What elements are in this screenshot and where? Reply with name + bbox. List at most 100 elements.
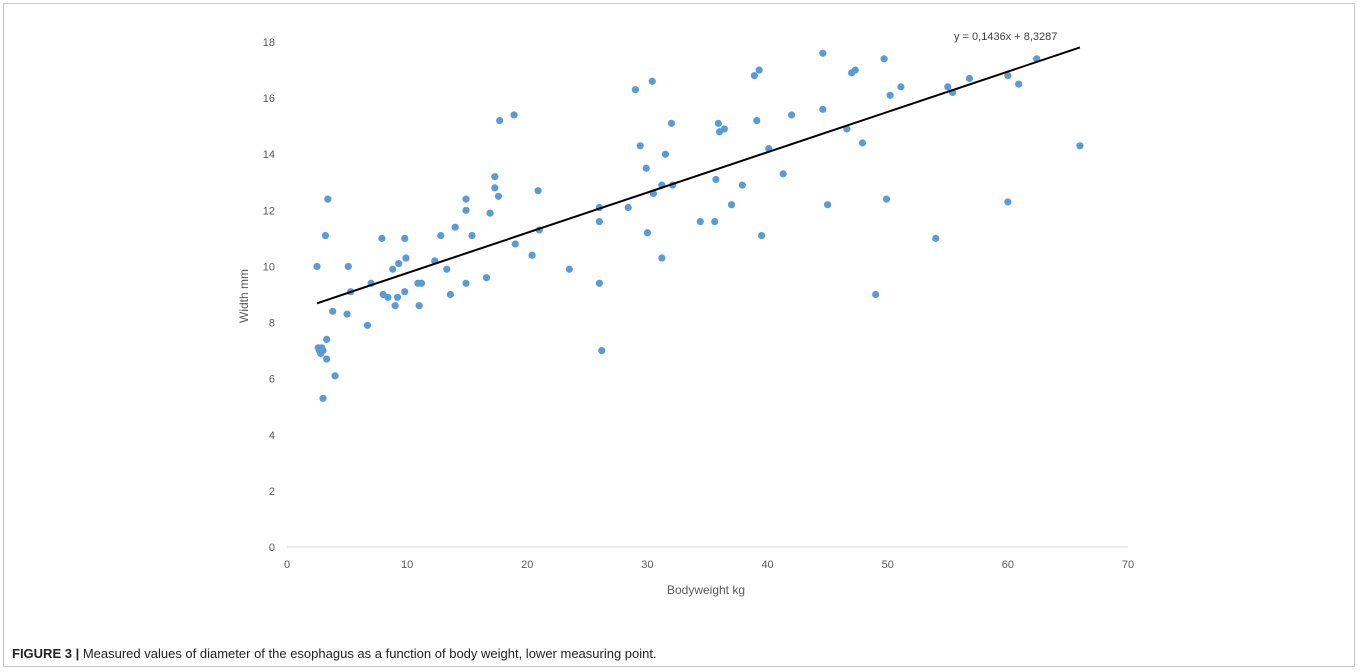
data-point [881,55,888,62]
data-point [322,232,329,239]
y-tick-label: 6 [269,374,275,386]
data-point [384,294,391,301]
data-point [364,322,371,329]
data-point [637,142,644,149]
y-tick-label: 14 [263,149,275,161]
x-tick-label: 10 [401,559,413,571]
data-point [596,280,603,287]
data-point [462,196,469,203]
data-point [887,92,894,99]
data-point [819,106,826,113]
y-tick-label: 8 [269,318,275,330]
x-tick-label: 50 [882,559,894,571]
x-tick-label: 0 [284,559,290,571]
data-point [758,232,765,239]
data-point [897,83,904,90]
data-point [401,288,408,295]
data-point [643,165,650,172]
data-point [721,125,728,132]
data-point [416,302,423,309]
data-point [447,291,454,298]
y-tick-label: 2 [269,486,275,498]
data-point [728,201,735,208]
data-point [528,252,535,259]
data-point [462,207,469,214]
data-point [1004,198,1011,205]
x-tick-label: 20 [521,559,533,571]
x-tick-label: 30 [641,559,653,571]
figure-caption: FIGURE 3 | Measured values of diameter o… [12,646,657,661]
data-point [872,291,879,298]
y-tick-label: 18 [263,37,275,49]
y-axis-title: Width mm [237,269,251,323]
data-point [711,218,718,225]
x-axis-tick-labels: 0 10 20 30 40 50 60 70 [284,559,1134,571]
data-point [495,193,502,200]
data-point [644,229,651,236]
data-point [452,224,459,231]
data-point [462,280,469,287]
y-tick-label: 12 [263,205,275,217]
x-axis-title: Bodyweight kg [667,583,745,597]
y-tick-label: 10 [263,261,275,273]
data-point [632,86,639,93]
data-points [313,50,1083,402]
data-point [323,336,330,343]
data-point [739,181,746,188]
data-point [598,347,605,354]
data-point [1076,142,1083,149]
data-point [443,266,450,273]
data-point [658,254,665,261]
data-point [331,372,338,379]
data-point [715,120,722,127]
data-point [394,294,401,301]
data-point [819,50,826,57]
y-tick-label: 0 [269,542,275,554]
data-point [329,308,336,315]
x-tick-label: 60 [1002,559,1014,571]
data-point [753,117,760,124]
data-point [566,266,573,273]
data-point [883,196,890,203]
data-point [756,66,763,73]
data-point [932,235,939,242]
y-tick-label: 16 [263,93,275,105]
data-point [395,260,402,267]
data-point [944,83,951,90]
data-point [437,232,444,239]
data-point [491,184,498,191]
data-point [788,111,795,118]
data-point [319,347,326,354]
data-point [859,139,866,146]
data-point [625,204,632,211]
figure-caption-text: Measured values of diameter of the esoph… [79,646,656,661]
data-point [486,210,493,217]
data-point [712,176,719,183]
data-point [401,235,408,242]
data-point [324,196,331,203]
data-point [402,254,409,261]
figure-caption-label: FIGURE 3 | [12,646,79,661]
data-point [496,117,503,124]
data-point [780,170,787,177]
data-point [662,151,669,158]
data-point [392,302,399,309]
data-point [389,266,396,273]
x-tick-label: 40 [761,559,773,571]
data-point [343,311,350,318]
data-point [418,280,425,287]
data-point [313,263,320,270]
data-point [649,78,656,85]
data-point [668,120,675,127]
data-point [824,201,831,208]
data-point [483,274,490,281]
data-point [323,355,330,362]
data-point [510,111,517,118]
data-point [966,75,973,82]
data-point [319,395,326,402]
data-point [1015,80,1022,87]
data-point [491,173,498,180]
trendline-equation: y = 0,1436x + 8,3287 [954,31,1057,43]
data-point [697,218,704,225]
data-point [378,235,385,242]
